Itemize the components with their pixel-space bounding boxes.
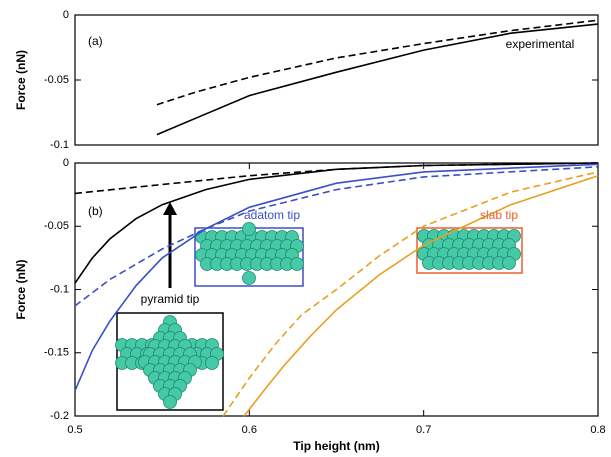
- x-tick-label: 0.6: [242, 424, 257, 436]
- x-tick-label: 0.5: [67, 424, 82, 436]
- atom: [291, 258, 304, 271]
- annotation: adatom tip: [244, 208, 300, 222]
- x-axis-label: Tip height (nm): [293, 439, 379, 453]
- panel-label: (a): [88, 34, 103, 48]
- x-tick-label: 0.7: [416, 424, 431, 436]
- y-tick-label: 0: [63, 9, 69, 21]
- y-tick-label: 0: [63, 157, 69, 169]
- y-tick-label: -0.05: [44, 220, 69, 232]
- panel-label: (b): [88, 204, 103, 218]
- y-tick-label: -0.05: [44, 74, 69, 86]
- y-tick-label: -0.1: [50, 139, 69, 151]
- annotation: experimental: [506, 37, 575, 51]
- plot-frame: [75, 15, 598, 145]
- y-tick-label: -0.1: [50, 283, 69, 295]
- y-axis-label: Force (nN): [14, 50, 28, 110]
- y-axis-label: Force (nN): [14, 259, 28, 319]
- x-tick-label: 0.8: [590, 424, 605, 436]
- atom: [206, 357, 219, 370]
- annotation: pyramid tip: [141, 292, 200, 306]
- atom: [503, 257, 516, 270]
- atom: [243, 272, 256, 285]
- chart: 0 -0.05 -0.1 Force (nN) (a) experimental 0 -0.0…: [0, 0, 611, 457]
- y-tick-label: -0.2: [50, 410, 69, 422]
- atom: [243, 223, 256, 236]
- annotation: slab tip: [480, 208, 518, 222]
- atom: [164, 396, 177, 409]
- y-tick-label: -0.15: [44, 347, 69, 359]
